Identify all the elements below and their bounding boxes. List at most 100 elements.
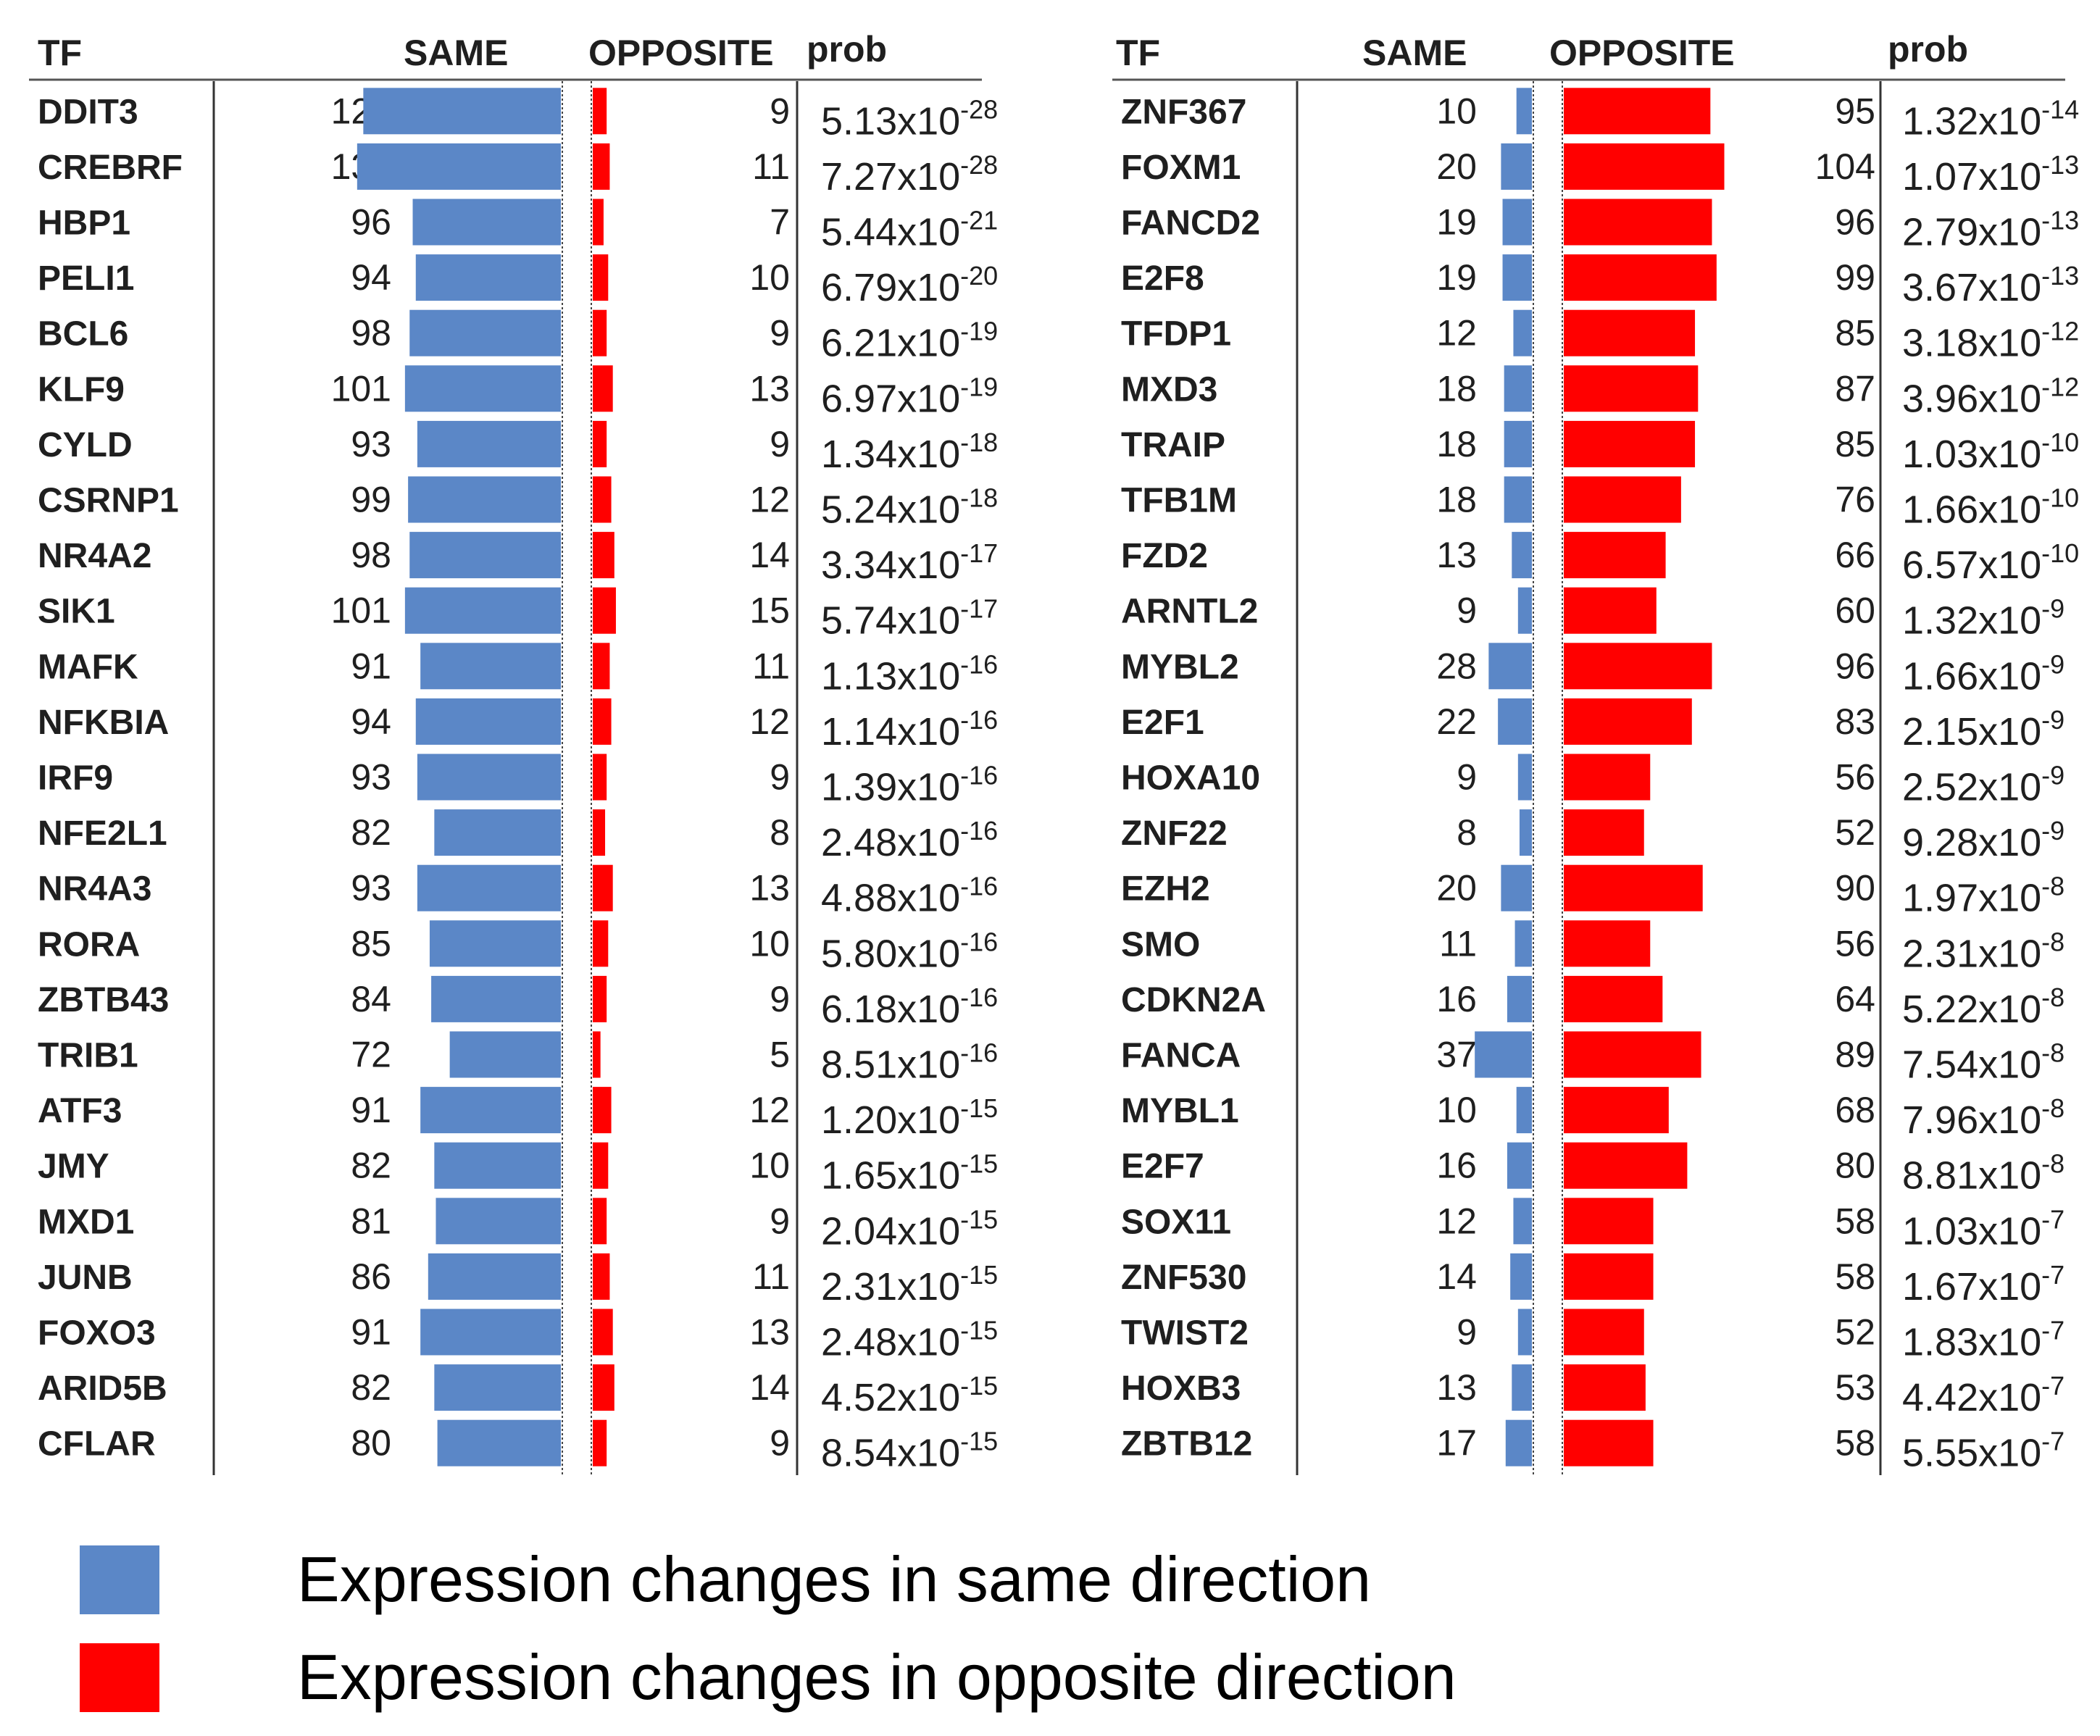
opposite-count-left-row-3: 10 [749,257,790,298]
legend-label-same: Expression changes in same direction [297,1543,1372,1615]
tf-label-right-row-7: TFB1M [1121,482,1237,520]
opposite-count-left-row-16: 9 [770,979,790,1019]
opposite-bar-left-row-11 [593,698,612,745]
same-count-right-row-2: 19 [1436,202,1477,243]
opposite-bar-right-row-16 [1564,975,1663,1022]
opposite-count-right-row-18: 68 [1835,1090,1875,1130]
prob-value-left-row-4: 6.21x10-19 [821,317,998,365]
tf-label-right-row-11: E2F1 [1121,704,1204,742]
same-count-left-row-7: 99 [351,480,391,520]
same-bar-right-row-13 [1519,809,1532,856]
opposite-count-left-row-20: 9 [770,1201,790,1241]
opposite-count-right-row-22: 52 [1835,1312,1875,1353]
prob-value-right-row-3: 3.67x10-13 [1902,261,2079,309]
opposite-count-right-row-6: 85 [1835,424,1875,464]
opposite-bar-right-row-13 [1564,809,1644,856]
same-bar-left-row-12 [417,754,561,801]
same-bar-left-row-8 [409,532,561,579]
opposite-count-left-row-11: 12 [749,701,790,742]
opposite-count-left-row-0: 9 [770,91,790,131]
same-count-right-row-7: 18 [1436,480,1477,520]
same-count-right-row-9: 9 [1457,591,1477,631]
opposite-bar-left-row-20 [593,1198,607,1245]
opposite-count-left-row-5: 13 [749,368,790,409]
tf-label-right-row-9: ARNTL2 [1121,593,1258,631]
same-bar-left-row-4 [409,309,561,356]
opposite-bar-right-row-22 [1564,1309,1644,1356]
tf-label-right-row-22: TWIST2 [1121,1314,1249,1353]
same-count-left-row-2: 96 [351,202,391,243]
prob-value-left-row-3: 6.79x10-20 [821,261,998,309]
opposite-count-right-row-21: 58 [1835,1256,1875,1297]
opposite-bar-right-row-8 [1564,532,1666,579]
opposite-bar-left-row-22 [593,1309,613,1356]
same-bar-left-row-24 [437,1419,561,1466]
opposite-bar-right-row-14 [1564,864,1703,911]
prob-value-left-row-9: 5.74x10-17 [821,594,998,643]
prob-value-left-row-16: 6.18x10-16 [821,982,998,1031]
prob-value-right-row-16: 5.22x10-8 [1902,982,2064,1031]
tf-label-right-row-23: HOXB3 [1121,1369,1241,1408]
same-count-left-row-16: 84 [351,979,391,1019]
opposite-count-right-row-17: 89 [1835,1035,1875,1075]
same-bar-right-row-9 [1517,587,1532,634]
opposite-count-left-row-4: 9 [770,313,790,354]
tf-label-right-row-20: SOX11 [1121,1203,1231,1241]
prob-value-left-row-7: 5.24x10-18 [821,483,998,532]
opposite-bar-right-row-20 [1564,1198,1654,1245]
prob-value-left-row-1: 7.27x10-28 [821,150,998,199]
header-prob-right: prob [1888,29,1968,70]
opposite-count-right-row-8: 66 [1835,535,1875,575]
opposite-count-right-row-14: 90 [1835,868,1875,909]
prob-value-right-row-23: 4.42x10-7 [1902,1371,2064,1419]
prob-value-left-row-18: 1.20x10-15 [821,1093,998,1142]
header-same-left: SAME [404,33,508,73]
opposite-count-left-row-10: 11 [752,646,790,686]
same-bar-right-row-0 [1516,88,1532,135]
tf-label-left-row-9: SIK1 [38,593,115,631]
same-count-left-row-19: 82 [351,1145,391,1186]
same-bar-left-row-16 [431,975,561,1022]
opposite-bar-left-row-1 [593,143,610,190]
tf-label-left-row-24: CFLAR [38,1425,156,1464]
opposite-bar-right-row-21 [1564,1253,1654,1300]
prob-value-left-row-17: 8.51x10-16 [821,1038,998,1087]
same-bar-right-row-17 [1475,1031,1532,1078]
same-count-right-row-1: 20 [1436,146,1477,187]
prob-value-left-row-2: 5.44x10-21 [821,206,998,254]
same-count-right-row-21: 14 [1436,1256,1477,1297]
same-bar-right-row-8 [1512,532,1532,579]
tf-label-left-row-16: ZBTB43 [38,981,169,1019]
same-count-right-row-14: 20 [1436,868,1477,909]
same-bar-left-row-3 [415,254,561,301]
prob-value-right-row-24: 5.55x10-7 [1902,1427,2064,1475]
tf-label-left-row-15: RORA [38,925,140,964]
same-bar-right-row-24 [1505,1419,1532,1466]
same-bar-right-row-18 [1516,1087,1532,1134]
tf-label-right-row-17: FANCA [1121,1037,1241,1075]
opposite-bar-left-row-18 [593,1087,612,1134]
same-bar-right-row-21 [1510,1253,1532,1300]
same-bar-left-row-11 [415,698,561,745]
opposite-bar-left-row-8 [593,532,614,579]
same-count-right-row-17: 37 [1436,1035,1477,1075]
opposite-count-right-row-12: 56 [1835,757,1875,798]
tf-label-right-row-6: TRAIP [1121,426,1225,464]
same-bar-right-row-5 [1504,365,1532,412]
same-bar-right-row-2 [1502,199,1532,246]
opposite-count-left-row-12: 9 [770,757,790,798]
opposite-count-left-row-6: 9 [770,424,790,464]
tf-label-left-row-3: PELI1 [38,259,134,298]
tf-label-right-row-24: ZBTB12 [1121,1425,1252,1464]
tf-label-left-row-0: DDIT3 [38,93,138,131]
same-bar-right-row-15 [1514,920,1532,967]
same-count-left-row-5: 101 [331,368,391,409]
opposite-bar-right-row-9 [1564,587,1657,634]
opposite-count-left-row-2: 7 [770,202,790,243]
same-count-left-row-3: 94 [351,257,391,298]
same-count-left-row-18: 91 [351,1090,391,1130]
tf-label-right-row-19: E2F7 [1121,1148,1204,1186]
same-count-left-row-9: 101 [331,591,391,631]
tf-label-left-row-18: ATF3 [38,1092,122,1130]
opposite-count-left-row-13: 8 [770,812,790,853]
